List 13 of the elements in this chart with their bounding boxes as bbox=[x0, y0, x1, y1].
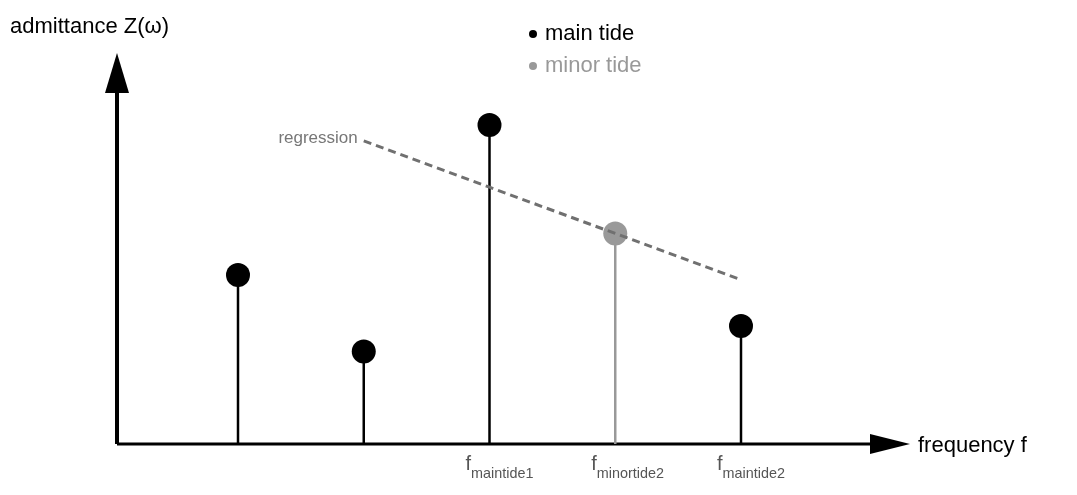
point bbox=[603, 221, 628, 246]
point bbox=[226, 262, 250, 287]
legend-label: minor tide bbox=[545, 52, 642, 77]
x-tick-label: f$_{maintide1}$ bbox=[465, 452, 534, 481]
legend-label: main tide bbox=[545, 20, 635, 45]
annotation: regression bbox=[278, 127, 358, 147]
x-tick-label: f$_{minortide2}$ bbox=[591, 452, 665, 481]
point bbox=[477, 113, 502, 137]
y-axis-title: admittance Z(ω) bbox=[10, 13, 169, 38]
x-axis-title: frequency f bbox=[918, 432, 1028, 457]
point bbox=[729, 313, 753, 338]
x-tick-label: f$_{maintide2}$ bbox=[717, 452, 785, 481]
point bbox=[351, 339, 376, 364]
